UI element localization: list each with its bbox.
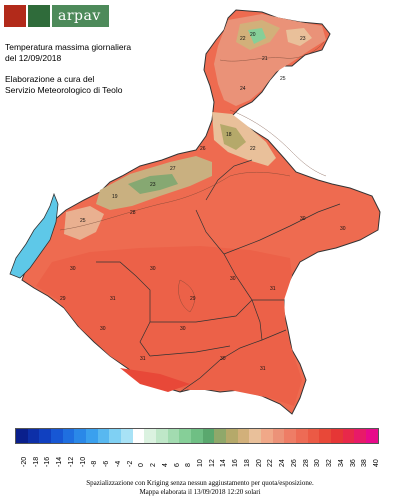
isotherm-label-plain: 29 bbox=[60, 296, 66, 302]
isotherm-label-plain: 30 bbox=[230, 276, 236, 282]
title-line-2: del 12/09/2018 bbox=[5, 53, 62, 63]
warm-plain-zone bbox=[36, 246, 302, 406]
isotherm-label-mountain: 26 bbox=[200, 146, 206, 152]
isotherm-label-plain: 31 bbox=[140, 356, 146, 362]
isotherm-label-plain: 31 bbox=[270, 286, 276, 292]
legend-swatch bbox=[272, 429, 285, 443]
map-footer: Spazializzazione con Kriging senza nessu… bbox=[0, 479, 400, 496]
legend-swatch bbox=[27, 429, 40, 443]
legend-swatch bbox=[249, 429, 262, 443]
isotherm-label-mountain: 23 bbox=[150, 182, 156, 188]
isotherm-label-mountain: 28 bbox=[130, 210, 136, 216]
logo-text: arpav bbox=[52, 5, 109, 27]
isotherm-label-mountain: 25 bbox=[280, 76, 286, 82]
isotherm-label-plain: 30 bbox=[150, 266, 156, 272]
legend-swatch bbox=[202, 429, 215, 443]
isotherm-label-plain: 30 bbox=[340, 226, 346, 232]
legend-swatch bbox=[331, 429, 343, 443]
legend-swatch bbox=[296, 429, 308, 443]
legend-swatch bbox=[237, 429, 250, 443]
isotherm-label-plain: 31 bbox=[260, 366, 266, 372]
lake-garda bbox=[9, 192, 59, 279]
legend-swatch bbox=[39, 429, 52, 443]
legend-swatch bbox=[366, 429, 378, 443]
isotherm-label-plain: 30 bbox=[300, 216, 306, 222]
isotherm-label-plain: 29 bbox=[190, 296, 196, 302]
legend-swatch bbox=[319, 429, 332, 443]
legend-swatch bbox=[51, 429, 63, 443]
legend-swatch bbox=[214, 429, 227, 443]
isotherm-label-mountain: 18 bbox=[226, 132, 232, 138]
cold-belt-ne bbox=[286, 28, 312, 46]
credit-line-1: Elaborazione a cura del bbox=[5, 74, 95, 84]
isotherm-label-mountain: 25 bbox=[80, 218, 86, 224]
legend-swatch bbox=[97, 429, 110, 443]
footer-line-1: Spazializzazione con Kriging senza nessu… bbox=[86, 479, 314, 487]
legend-color-scale bbox=[15, 428, 379, 444]
isotherm-label-plain: 30 bbox=[220, 356, 226, 362]
temperature-map: 30 31 30 29 30 31 30 30 31 31 30 29 30 30 22 21 20 23 25 24… bbox=[9, 9, 381, 415]
prealps-east-belt bbox=[212, 112, 276, 166]
legend-swatch bbox=[179, 429, 192, 443]
logo-emblem-green bbox=[28, 5, 50, 27]
legend-swatch bbox=[109, 429, 122, 443]
legend-tick-label: 40 bbox=[373, 459, 381, 467]
legend-tick-labels: -20 -18 -16 -14 -12 -10 -8 -6 -4 -2 0 2 4 6 8 10 12 14 16 1… bbox=[15, 447, 381, 469]
prealps-west-core bbox=[128, 174, 178, 194]
legend-swatch bbox=[62, 429, 75, 443]
legend-swatch bbox=[86, 429, 98, 443]
legend-swatch bbox=[156, 429, 168, 443]
isotherm-label-plain: 31 bbox=[110, 296, 116, 302]
legend-swatch bbox=[144, 429, 157, 443]
isotherm-label-mountain: 20 bbox=[250, 32, 256, 38]
legend-swatch bbox=[16, 429, 28, 443]
baldo-belt bbox=[64, 206, 104, 240]
isotherm-label-mountain: 24 bbox=[240, 86, 246, 92]
isotherm-label-plain: 30 bbox=[70, 266, 76, 272]
isotherm-label-plain: 30 bbox=[180, 326, 186, 332]
cold-core-north bbox=[248, 28, 266, 44]
legend-swatch bbox=[132, 429, 145, 443]
legend-swatch bbox=[342, 429, 355, 443]
isotherm-label-mountain: 19 bbox=[112, 194, 118, 200]
isotherm-label-mountain: 22 bbox=[240, 36, 246, 42]
isotherm-lines bbox=[59, 41, 327, 313]
prealps-east-core bbox=[220, 124, 246, 150]
isotherm-label-mountain: 23 bbox=[300, 36, 306, 42]
legend-swatch bbox=[191, 429, 203, 443]
credit-line-2: Servizio Meteorologico di Teolo bbox=[5, 85, 123, 95]
logo-emblem-red bbox=[4, 5, 26, 27]
legend-swatch bbox=[307, 429, 320, 443]
footer-line-2: Mappa elaborata il 13/09/2018 12:20 sola… bbox=[139, 487, 261, 496]
isotherm-label-mountain: 22 bbox=[250, 146, 256, 152]
legend-swatch bbox=[284, 429, 297, 443]
title-line-1: Temperatura massima giornaliera bbox=[5, 42, 132, 52]
map-title-block: Temperatura massima giornaliera del 12/0… bbox=[5, 42, 131, 96]
legend-swatch bbox=[74, 429, 87, 443]
legend-swatch bbox=[121, 429, 133, 443]
legend-swatch bbox=[226, 429, 238, 443]
legend-swatch bbox=[167, 429, 180, 443]
arpav-logo: arpav bbox=[4, 4, 109, 28]
legend-swatch bbox=[261, 429, 273, 443]
temperature-legend: -20 -18 -16 -14 -12 -10 -8 -6 -4 -2 0 2 4 6 8 10 12 14 16 1… bbox=[15, 428, 381, 469]
legend-swatch bbox=[354, 429, 367, 443]
hot-spot-south bbox=[120, 368, 190, 392]
isotherm-label-mountain: 27 bbox=[170, 166, 176, 172]
province-boundaries bbox=[96, 159, 341, 393]
isotherm-label-mountain: 21 bbox=[262, 56, 268, 62]
isotherm-label-plain: 30 bbox=[100, 326, 106, 332]
